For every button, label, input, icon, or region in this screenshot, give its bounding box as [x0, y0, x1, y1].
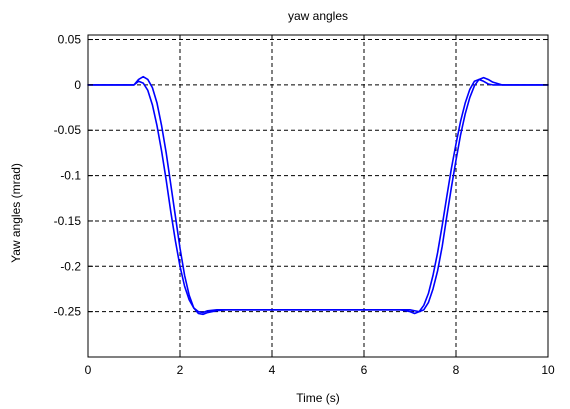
series-line-2 — [87, 75, 549, 316]
y-tick-label: -0.25 — [54, 305, 82, 319]
series-layer — [87, 75, 549, 316]
y-tick-label: 0 — [74, 78, 81, 92]
y-tick-label: -0.15 — [54, 214, 82, 228]
y-tick-label: -0.2 — [60, 259, 81, 273]
y-tick-label: -0.1 — [60, 169, 81, 183]
x-tick-label: 10 — [541, 363, 555, 377]
x-tick-label: 2 — [177, 363, 184, 377]
grid — [88, 35, 548, 357]
y-tick-label: -0.05 — [54, 123, 82, 137]
chart-title: yaw angles — [288, 9, 348, 23]
series-line-1 — [87, 78, 549, 315]
x-tick-label: 0 — [85, 363, 92, 377]
x-tick-label: 6 — [361, 363, 368, 377]
x-axis-label: Time (s) — [296, 391, 340, 405]
x-tick-label: 8 — [453, 363, 460, 377]
y-axis-label: Yaw angles (mrad) — [9, 163, 23, 263]
ticks: 0 2 4 6 8 10 0.05 0 -0.05 -0.1 -0.15 -0.2 -0.25 — [54, 33, 555, 377]
x-tick-label: 4 — [269, 363, 276, 377]
y-tick-label: 0.05 — [58, 33, 82, 47]
plot-frame — [87, 34, 549, 358]
